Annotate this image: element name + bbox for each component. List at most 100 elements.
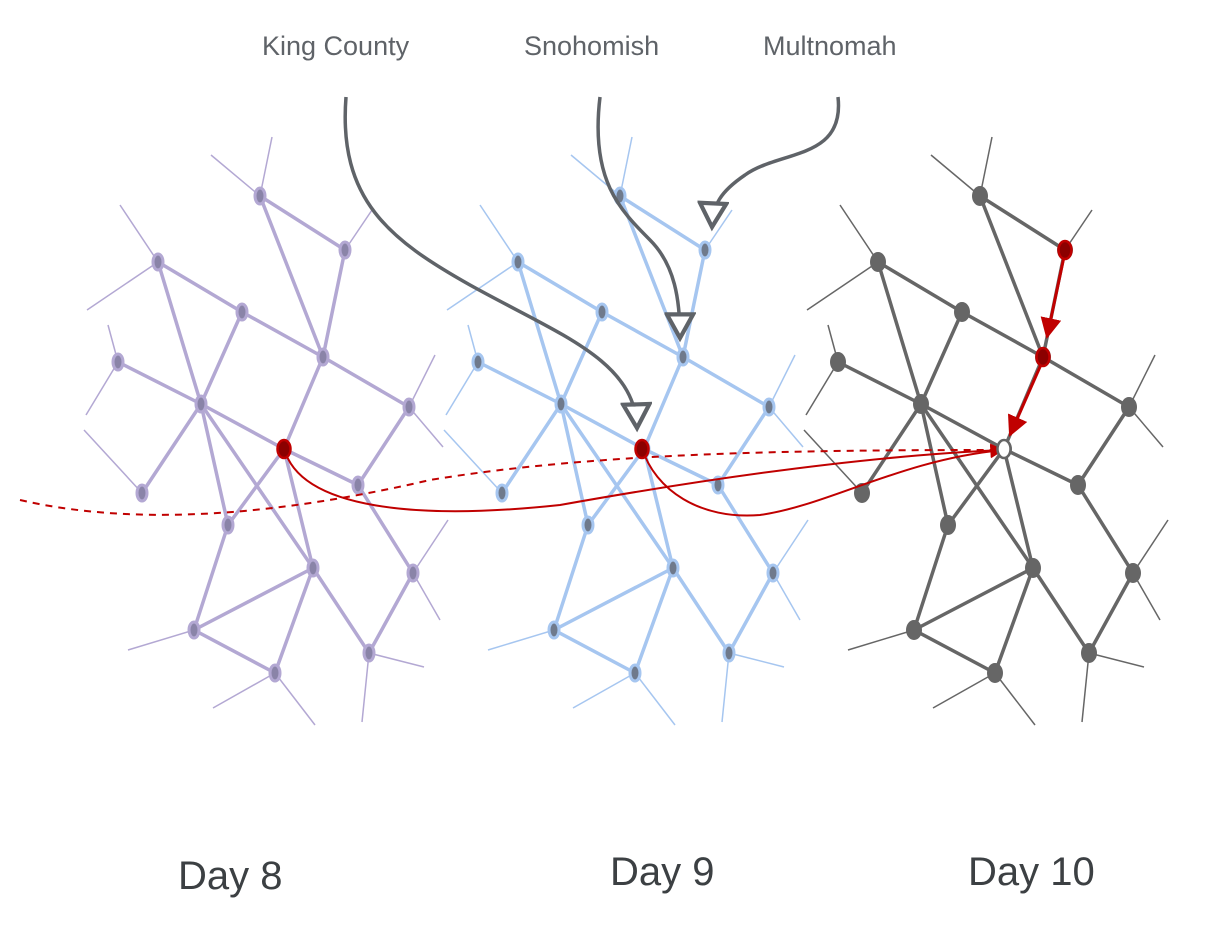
graph-edge [960, 310, 1045, 359]
graph-spoke [412, 572, 441, 621]
graph-edge [642, 355, 685, 451]
graph-edge [559, 402, 590, 527]
graph-spoke [772, 572, 801, 621]
graph-edge [199, 402, 286, 451]
graph-node [235, 302, 249, 322]
graph-spoke [127, 629, 195, 651]
label-snohomish: Snohomish [524, 31, 659, 61]
graph-node [554, 394, 568, 414]
graph-edge [516, 260, 563, 406]
graph-edge [192, 628, 277, 675]
graph-edge [671, 566, 731, 655]
graph-spoke [210, 154, 261, 197]
graph-spoke [1088, 652, 1145, 668]
graph-edge [633, 566, 675, 675]
graph-edge [919, 402, 950, 527]
graph-edge [1076, 483, 1135, 575]
graph-node [1125, 563, 1141, 583]
graph-edge [919, 310, 964, 406]
graph-edge [516, 260, 604, 314]
graph-spoke [932, 672, 996, 709]
graph-edge [716, 405, 771, 487]
label-day-9: Day 9 [610, 850, 715, 894]
graph-edge [552, 566, 675, 632]
neighbor-link-b [1008, 359, 1045, 437]
graph-edge [681, 248, 707, 359]
graph-node [135, 483, 149, 503]
graph-node [253, 186, 267, 206]
graph-day-10 [803, 136, 1169, 726]
graph-node [698, 240, 712, 260]
graph-spoke [839, 204, 879, 263]
graph-node [595, 302, 609, 322]
graph-node [151, 252, 165, 272]
graph-day-8 [83, 136, 449, 726]
graph-edge [552, 523, 590, 632]
graph-edge [727, 571, 775, 655]
graph-edge [321, 248, 347, 359]
day8-target-node [276, 438, 292, 460]
graph-node [628, 663, 642, 683]
graph-node [987, 663, 1003, 683]
graph-edge [559, 310, 604, 406]
graph-node [870, 252, 886, 272]
graph-spoke [979, 136, 993, 197]
graph-edge [258, 194, 347, 252]
graph-edge [311, 566, 371, 655]
graph-edge [476, 360, 563, 406]
graph-node [511, 252, 525, 272]
graph-spoke [570, 154, 621, 197]
graph-spoke [83, 429, 143, 494]
label-day-10: Day 10 [968, 850, 1095, 894]
graph-spoke [446, 261, 519, 311]
graph-edge [876, 260, 964, 314]
graph-edge [618, 194, 707, 252]
graph-edge [1076, 405, 1131, 487]
graph-spoke [361, 652, 370, 723]
graph-edge [912, 523, 950, 632]
graph-edge [240, 310, 325, 359]
graph-edge [919, 402, 1006, 451]
graph-spoke [85, 361, 119, 416]
graph-node [766, 563, 780, 583]
graph-edge [500, 402, 563, 495]
graph-edge [836, 360, 923, 406]
graph-edge [356, 483, 415, 575]
graph-node [306, 558, 320, 578]
graph-edge [192, 566, 315, 632]
link-day8-to-day10 [283, 443, 1005, 513]
graph-edge [912, 566, 1035, 632]
graph-spoke [259, 136, 273, 197]
graph-edge [978, 194, 1045, 359]
graph-edge [993, 566, 1035, 675]
neighbor-link-a [1040, 251, 1067, 340]
graph-edge [156, 260, 244, 314]
graph-edge [876, 260, 923, 406]
graph-node [830, 352, 846, 372]
graph-spoke [1132, 519, 1169, 574]
graph-edge [321, 355, 411, 409]
graph-node [676, 347, 690, 367]
graph-edge [716, 483, 775, 575]
graph-spoke [412, 519, 449, 574]
graph-spoke [728, 652, 785, 668]
graph-node [471, 352, 485, 372]
graph-node [194, 394, 208, 414]
graph-spoke [408, 354, 436, 408]
graph-node [722, 643, 736, 663]
graph-node [362, 643, 376, 663]
temporal-links [19, 251, 1067, 517]
graph-spoke [86, 261, 159, 311]
graph-spoke [119, 204, 159, 263]
graph-edge [600, 310, 685, 359]
graph-spoke [805, 361, 839, 416]
graph-node [1070, 475, 1086, 495]
graph-edge [912, 628, 997, 675]
graph-edge [1002, 447, 1035, 570]
graph-spoke [443, 429, 503, 494]
graph-node [402, 397, 416, 417]
link-day9-to-day10 [641, 444, 1005, 517]
graph-node [1121, 397, 1137, 417]
day10-neighbor-node-a [1057, 239, 1073, 261]
